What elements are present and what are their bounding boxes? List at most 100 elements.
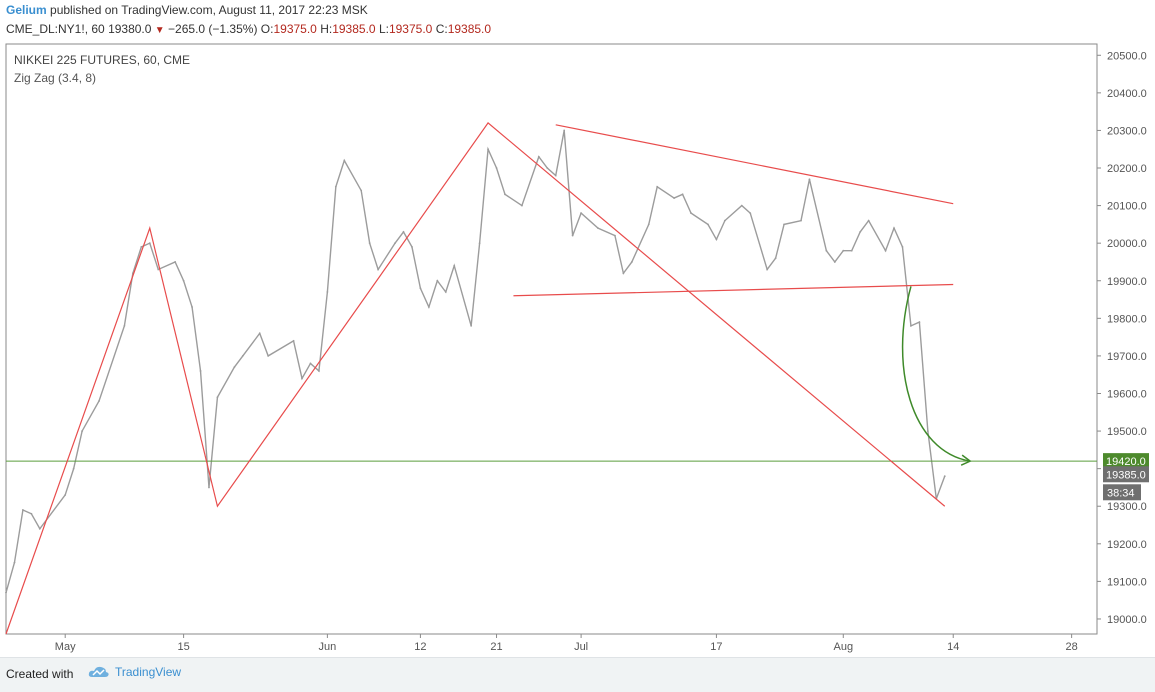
price-point — [292, 339, 295, 342]
price-point — [148, 242, 151, 245]
trendline — [513, 283, 954, 297]
y-tick-label: 20000.0 — [1107, 238, 1147, 250]
down-triangle-icon: ▼ — [154, 25, 165, 36]
open-label: O: — [260, 22, 274, 36]
y-tick-label: 19200.0 — [1107, 539, 1147, 551]
close-label: C: — [435, 22, 448, 36]
price-point — [81, 430, 84, 432]
price-point — [199, 370, 202, 372]
price-point — [918, 321, 921, 323]
price-point — [774, 257, 777, 260]
price-point — [182, 279, 185, 282]
price-point — [123, 324, 126, 327]
price-point — [394, 242, 396, 245]
price-point — [622, 272, 625, 275]
price-point — [783, 223, 785, 226]
price-point — [715, 238, 718, 241]
price-point — [749, 212, 752, 215]
price-tag-box — [1103, 453, 1149, 470]
cloud-icon — [88, 666, 109, 677]
price-point — [647, 223, 650, 226]
tradingview-logo[interactable]: TradingView — [88, 665, 181, 679]
price-point — [673, 197, 676, 199]
y-tick-label: 20200.0 — [1107, 163, 1147, 175]
x-tick-label: 17 — [710, 641, 722, 653]
change-value: −265.0 (−1.35%) — [168, 22, 258, 36]
price-point — [520, 204, 523, 207]
price-point — [487, 148, 489, 151]
price-point — [368, 242, 371, 245]
price-point — [334, 185, 337, 188]
x-tick-label: May — [55, 641, 76, 653]
price-point — [191, 306, 193, 308]
publisher-line: Gelium published on TradingView.com, Aug… — [6, 3, 368, 17]
price-point — [241, 355, 244, 357]
x-tick-label: 14 — [947, 641, 959, 653]
price-point — [630, 261, 633, 263]
price-point — [884, 249, 887, 252]
projection-arrow — [901, 286, 971, 462]
price-point — [740, 204, 743, 207]
price-point — [402, 230, 405, 233]
price-point — [436, 279, 439, 282]
published-text: published on TradingView.com, August 11,… — [50, 3, 368, 17]
price-point — [681, 193, 684, 196]
price-point — [808, 178, 811, 181]
price-point — [580, 212, 583, 215]
y-tick-label: 20100.0 — [1107, 201, 1147, 213]
y-tick-label: 20500.0 — [1107, 50, 1147, 62]
zigzag-line — [5, 122, 946, 635]
price-point — [419, 287, 422, 290]
price-point — [174, 261, 177, 263]
price-point — [614, 234, 616, 237]
price-point — [554, 174, 557, 177]
price-point — [470, 324, 473, 327]
price-point — [893, 227, 895, 230]
x-tick-label: 21 — [490, 641, 502, 653]
price-point — [766, 268, 769, 271]
x-tick-label: Jul — [574, 641, 588, 653]
price-point — [38, 527, 41, 530]
price-point — [723, 219, 726, 222]
chart-area[interactable]: 19000.019100.019200.019300.019400.019500… — [0, 40, 1155, 664]
price-point — [943, 475, 946, 478]
price-chart[interactable]: 19000.019100.019200.019300.019400.019500… — [0, 40, 1155, 657]
price-point — [478, 242, 481, 245]
y-tick-label: 20400.0 — [1107, 88, 1147, 100]
price-point — [504, 193, 506, 196]
quote-line: CME_DL:NY1!, 60 19380.0 ▼ −265.0 (−1.35%… — [6, 22, 491, 36]
plot-frame — [5, 43, 1098, 635]
price-point — [901, 246, 904, 248]
price-point — [5, 591, 7, 594]
price-point — [800, 219, 802, 222]
low-label: L: — [378, 22, 389, 36]
price-point — [360, 189, 363, 192]
price-point — [707, 223, 709, 226]
price-tag-box — [1103, 466, 1149, 483]
y-tick-label: 19900.0 — [1107, 276, 1147, 288]
price-point — [842, 249, 845, 252]
price-point — [377, 268, 380, 271]
author-link[interactable]: Gelium — [6, 3, 47, 17]
price-point — [140, 246, 143, 248]
price-point — [859, 230, 862, 233]
price-point — [22, 509, 24, 511]
price-point — [427, 306, 430, 308]
price-point — [216, 396, 219, 399]
price-point — [30, 512, 33, 515]
price-point — [326, 291, 329, 293]
countdown-box — [1103, 484, 1141, 501]
tradingview-brand: TradingView — [115, 665, 182, 679]
price-point — [98, 400, 100, 402]
price-point — [571, 234, 574, 237]
high-value: 19385.0 — [332, 22, 376, 36]
y-tick-label: 19300.0 — [1107, 501, 1147, 513]
price-point — [208, 486, 210, 489]
last-price: 19380.0 — [108, 22, 152, 36]
price-point — [926, 430, 929, 432]
header-bar: Gelium published on TradingView.com, Aug… — [0, 0, 1155, 40]
x-tick-label: 15 — [177, 641, 189, 653]
price-point — [72, 467, 75, 470]
price-point — [301, 377, 303, 380]
price-point — [867, 219, 870, 222]
